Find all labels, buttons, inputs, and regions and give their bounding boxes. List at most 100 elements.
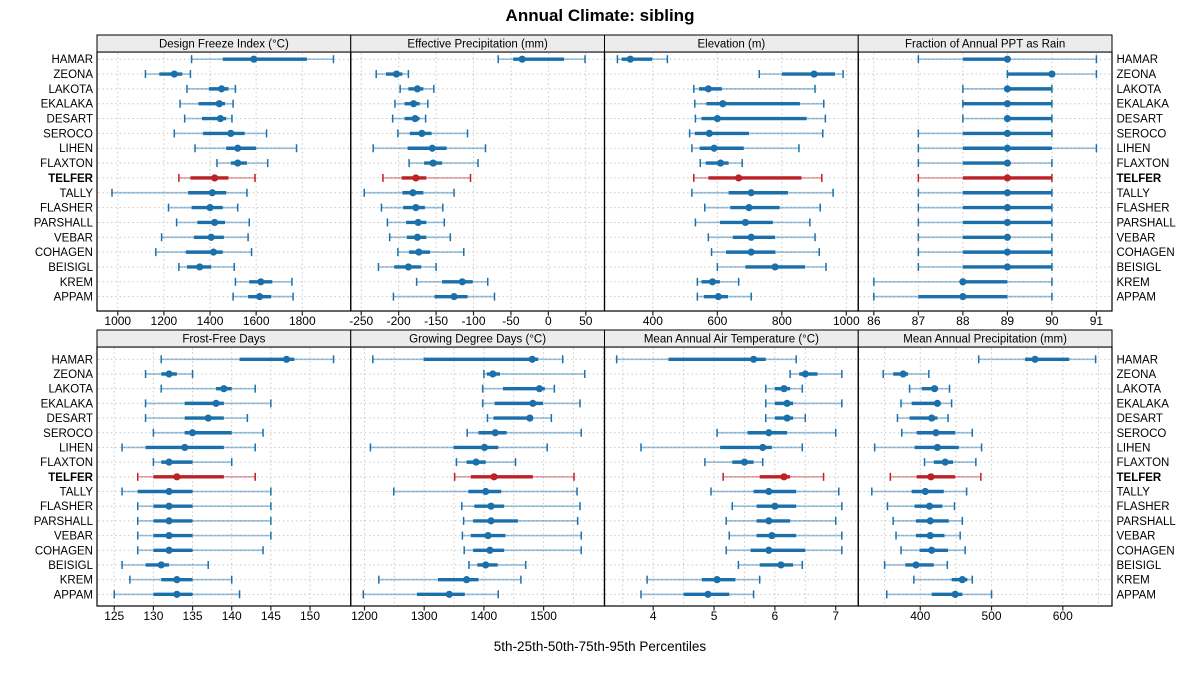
median-dot [801, 370, 809, 378]
median-dot [409, 189, 417, 197]
median-dot [928, 546, 936, 554]
median-dot [480, 443, 489, 452]
median-dot [165, 517, 173, 525]
median-dot [413, 233, 421, 241]
station-label-left: DESART [47, 114, 93, 126]
panel-strip-title: Growing Degree Days (°C) [409, 334, 546, 346]
station-label-right: SEROCO [1117, 128, 1167, 140]
median-dot [220, 385, 228, 393]
axis-tick-label: 1400 [471, 609, 498, 623]
median-dot [428, 144, 436, 152]
median-dot [165, 546, 173, 554]
station-label-right: PARSHALL [1117, 516, 1177, 528]
axis-tick-label: 0 [545, 314, 552, 328]
median-dot [412, 204, 420, 212]
station-label-right: PARSHALL [1117, 217, 1177, 229]
station-label-right: COHAGEN [1117, 545, 1175, 557]
station-label-right: VEBAR [1117, 232, 1156, 244]
axis-tick-label: 1500 [530, 609, 557, 623]
median-dot [959, 293, 967, 301]
axis-tick-label: 150 [300, 609, 320, 623]
median-dot [959, 278, 967, 286]
station-label-right: HAMAR [1117, 54, 1159, 66]
station-label-right: LAKOTA [1117, 84, 1162, 96]
panel-border [603, 51, 859, 312]
station-label-left: COHAGEN [35, 247, 93, 259]
median-dot [783, 414, 791, 422]
median-dot [713, 114, 721, 123]
median-dot [206, 204, 214, 212]
median-dot [257, 278, 265, 286]
station-label-left: COHAGEN [35, 545, 93, 557]
station-label-right: HAMAR [1117, 354, 1159, 366]
median-dot [165, 531, 173, 540]
median-dot [518, 55, 526, 63]
station-label-left: LIHEN [59, 442, 93, 454]
median-dot [165, 370, 173, 378]
axis-tick-label: 1600 [243, 314, 270, 328]
station-label-left: TELFER [48, 472, 93, 484]
panel-strip-title: Mean Annual Air Temperature (°C) [644, 334, 819, 346]
median-dot [173, 473, 181, 481]
panel-strip-title: Mean Annual Precipitation (mm) [903, 334, 1067, 346]
median-dot [529, 399, 537, 407]
median-dot [458, 278, 466, 286]
axis-tick-label: 6 [772, 609, 779, 623]
station-label-right: FLASHER [1117, 501, 1170, 513]
axis-tick-label: -200 [387, 314, 411, 328]
median-dot [165, 487, 173, 496]
axis-tick-label: 1000 [104, 314, 131, 328]
station-label-left: VEBAR [54, 531, 93, 543]
median-dot [1031, 355, 1039, 363]
station-label-right: ZEONA [1117, 69, 1157, 81]
station-label-right: FLASHER [1117, 203, 1170, 215]
panel-border [857, 51, 1113, 312]
station-label-right: LAKOTA [1117, 384, 1162, 396]
axis-tick-label: 5 [711, 609, 718, 623]
station-label-left: APPAM [54, 292, 93, 304]
median-dot [780, 385, 788, 393]
median-dot [1003, 144, 1011, 152]
station-label-right: FLAXTON [1117, 158, 1170, 170]
median-dot [526, 414, 534, 422]
median-dot [445, 590, 453, 598]
axis-tick-label: 1400 [197, 314, 224, 328]
axis-tick-label: 130 [143, 609, 163, 623]
axis-tick-label: 89 [1001, 314, 1015, 328]
median-dot [490, 473, 498, 481]
median-dot [921, 487, 929, 496]
station-label-right: BEISIGL [1117, 262, 1162, 274]
panel-strip [857, 34, 1113, 53]
station-label-right: TALLY [1117, 487, 1151, 499]
median-dot [157, 561, 165, 569]
median-dot [482, 561, 490, 569]
median-dot [771, 263, 779, 271]
median-dot [747, 233, 755, 241]
axis-caption: 5th-25th-50th-75th-95th Percentiles [493, 639, 707, 654]
median-dot [165, 502, 173, 510]
median-dot [1003, 248, 1011, 256]
station-label-right: EKALAKA [1117, 99, 1170, 111]
median-dot [209, 248, 218, 256]
median-dot [188, 429, 197, 437]
station-label-right: DESART [1117, 413, 1163, 425]
median-dot [777, 561, 785, 569]
station-label-right: KREM [1117, 277, 1150, 289]
station-label-left: HAMAR [51, 54, 93, 66]
median-dot [1003, 55, 1011, 63]
median-dot [740, 458, 749, 466]
median-dot [392, 70, 401, 78]
panel-strip [857, 329, 1113, 348]
median-dot [472, 458, 480, 466]
median-dot [528, 355, 536, 363]
median-dot [780, 473, 788, 481]
median-dot [482, 487, 490, 496]
median-dot [1003, 189, 1011, 197]
station-label-right: KREM [1117, 575, 1150, 587]
median-dot [414, 218, 422, 227]
station-label-left: BEISIGL [48, 560, 93, 572]
station-label-right: EKALAKA [1117, 398, 1170, 410]
median-dot [1003, 204, 1011, 212]
median-dot [925, 502, 934, 510]
